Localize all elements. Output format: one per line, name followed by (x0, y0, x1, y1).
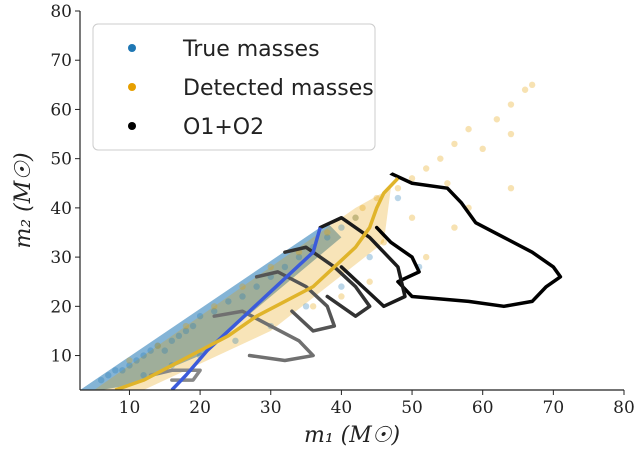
true-mass-point (126, 362, 133, 369)
detected-mass-point (521, 86, 529, 93)
detected-mass-point (493, 116, 501, 123)
series-line-0 (170, 227, 322, 390)
x-tick-label: 80 (613, 398, 635, 418)
detected-mass-point (465, 125, 472, 133)
true-mass-point (175, 332, 183, 340)
detected-mass-point (528, 81, 536, 89)
legend-marker (128, 44, 136, 52)
true-mass-point (161, 347, 168, 354)
o1o2-contour (254, 270, 337, 333)
legend-label: True masses (182, 37, 320, 62)
true-mass-point (281, 263, 289, 271)
true-mass-point (140, 352, 147, 359)
detected-mass-point (126, 357, 133, 364)
detected-mass-point (366, 278, 373, 285)
detected-mass-point (451, 224, 458, 231)
detected-mass-point (437, 155, 444, 162)
legend: True masses Detected masses O1+O2 (92, 23, 376, 151)
y-tick-label: 80 (50, 2, 72, 22)
x-tick-label: 70 (543, 398, 565, 418)
x-tick-label: 60 (472, 398, 494, 418)
true-mass-point (97, 376, 105, 384)
series-line-1 (114, 177, 400, 390)
detected-mass-point (408, 214, 416, 221)
detected-mass-point (451, 140, 458, 148)
y-tick-label: 50 (50, 150, 72, 170)
y-tick-label: 20 (50, 297, 72, 317)
y-tick-label: 40 (50, 199, 72, 219)
y-tick-label: 60 (50, 100, 72, 120)
o1o2-contour (318, 215, 407, 309)
x-tick-label: 50 (401, 398, 423, 418)
y-tick-label: 30 (50, 248, 72, 268)
detected-mass-point (479, 145, 486, 153)
detected-mass-point (394, 184, 402, 192)
true-mass-point (338, 283, 345, 290)
true-mass-point (211, 308, 218, 315)
true-mass-point (147, 347, 154, 354)
true-mass-point (366, 253, 373, 261)
o1o2-contour (212, 309, 315, 363)
true-mass-point (182, 327, 190, 335)
true-mass-point (394, 194, 402, 202)
true-mass-point (324, 234, 331, 241)
true-mass-point (302, 303, 310, 310)
axes: 10 20 30 40 50 60 70 80 10 20 30 40 50 60 70 80 (50, 2, 634, 418)
detected-mass-point (507, 101, 515, 108)
x-tick-label: 10 (119, 398, 141, 418)
true-mass-point (119, 367, 126, 374)
o1o2-contour (148, 368, 202, 382)
true-mass-point (189, 322, 197, 330)
detected-mass-point (239, 283, 246, 290)
legend-marker (128, 122, 136, 130)
true-mass-point (112, 367, 119, 374)
true-mass-point (105, 372, 112, 379)
detected-mass-point (422, 253, 430, 261)
legend-box (92, 23, 376, 151)
true-mass-point (232, 337, 239, 344)
detected-mass-point (444, 180, 451, 187)
detected-mass-point (422, 165, 430, 172)
true-mass-point (253, 283, 260, 290)
x-tick-label: 20 (189, 398, 211, 418)
o1o2-contour (283, 245, 372, 318)
y-axis-label: m₂ (M☉) (11, 152, 36, 248)
x-tick-label: 30 (260, 398, 282, 418)
detected-mass-point (373, 194, 380, 202)
detected-mass-point (352, 214, 359, 221)
detected-mass-point (267, 263, 274, 271)
true-mass-point (352, 214, 359, 221)
true-mass-point (338, 224, 345, 231)
detected-mass-point (507, 184, 515, 192)
detected-mass-point (380, 239, 387, 246)
o1o2-contour (374, 171, 563, 309)
legend-label: O1+O2 (183, 115, 264, 140)
x-axis-label: m₁ (M☉) (304, 423, 400, 448)
true-mass-point (168, 337, 176, 344)
detected-mass-point (507, 130, 515, 138)
detected-mass-point (338, 293, 345, 300)
detected-mass-point (359, 204, 366, 212)
true-mass-point (295, 253, 303, 261)
true-mass-point (140, 372, 147, 379)
true-mass-point (154, 342, 161, 349)
true-masses-density (80, 222, 342, 390)
detected-mass-point (211, 303, 218, 310)
detected-mass-point (408, 175, 416, 182)
detected-mass-point (154, 342, 161, 349)
true-mass-point (133, 357, 140, 364)
true-mass-point (239, 293, 246, 300)
y-tick-label: 10 (50, 347, 72, 367)
detected-mass-point (309, 303, 317, 310)
legend-marker (128, 83, 136, 91)
y-tick-label: 70 (50, 51, 72, 71)
x-tick-label: 40 (331, 398, 353, 418)
legend-label: Detected masses (183, 76, 374, 101)
true-mass-point (225, 298, 232, 305)
detected-mass-point (324, 229, 331, 236)
detected-mass-point (182, 322, 190, 330)
true-mass-point (196, 312, 204, 320)
